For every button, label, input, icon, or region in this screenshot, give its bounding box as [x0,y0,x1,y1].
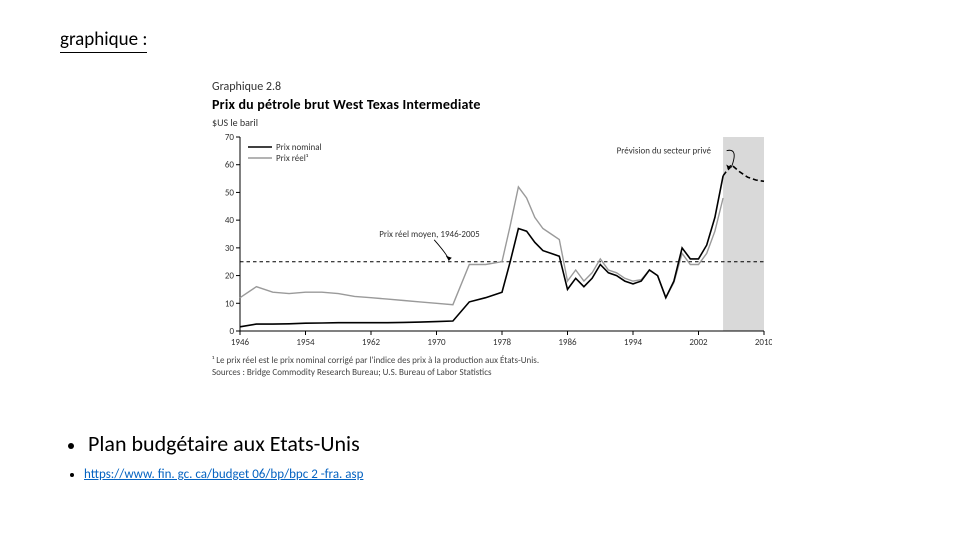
bullet-dot-icon [70,473,74,477]
bullet-dot-icon [68,443,74,449]
chart-container: Graphique 2.8 Prix du pétrole brut West … [212,80,772,379]
bullet-list: Plan budgétaire aux Etats-Unis https://w… [60,430,880,482]
chart-title: Prix du pétrole brut West Texas Intermed… [212,96,772,113]
svg-text:20: 20 [225,271,235,282]
chart-svg: 0 10 20 30 40 50 60 70 1946 1954 1962 1970 1978 1986 1… [212,131,772,349]
svg-text:1946: 1946 [231,337,250,348]
bullet-item-2: https://www. fin. gc. ca/budget 06/bp/bp… [60,467,880,482]
svg-text:2010: 2010 [755,337,772,348]
svg-text:0: 0 [229,326,234,337]
svg-text:Prix réel moyen, 1946-2005: Prix réel moyen, 1946-2005 [379,229,480,240]
svg-text:1970: 1970 [427,337,446,348]
chart-plot-area: 0 10 20 30 40 50 60 70 1946 1954 1962 1970 1978 1986 1… [212,131,772,349]
svg-text:1994: 1994 [624,337,643,348]
chart-footnote: ¹ Le prix réel est le prix nominal corri… [212,355,772,379]
footnote-line-2: Sources : Bridge Commodity Research Bure… [212,367,492,378]
svg-text:Prix réel¹: Prix réel¹ [276,153,309,164]
chart-number-label: Graphique 2.8 [212,80,772,94]
svg-text:40: 40 [225,215,235,226]
svg-text:Prix nominal: Prix nominal [276,142,322,153]
svg-text:50: 50 [225,187,235,198]
svg-text:1954: 1954 [296,337,315,348]
bullet-1-text: Plan budgétaire aux Etats-Unis [88,430,360,457]
svg-text:1986: 1986 [558,337,577,348]
svg-text:10: 10 [225,298,235,309]
svg-text:Prévision du secteur privé: Prévision du secteur privé [617,146,712,157]
bullet-item-1: Plan budgétaire aux Etats-Unis [60,430,880,457]
svg-text:1962: 1962 [362,337,381,348]
svg-text:70: 70 [225,132,235,143]
svg-text:1978: 1978 [493,337,512,348]
page-heading: graphique : [60,28,147,53]
footnote-line-1: ¹ Le prix réel est le prix nominal corri… [212,355,539,366]
chart-y-axis-label: $US le baril [212,116,772,129]
svg-text:30: 30 [225,243,235,254]
source-link[interactable]: https://www. fin. gc. ca/budget 06/bp/bp… [84,467,363,482]
svg-text:60: 60 [225,160,235,171]
svg-text:2002: 2002 [689,337,708,348]
